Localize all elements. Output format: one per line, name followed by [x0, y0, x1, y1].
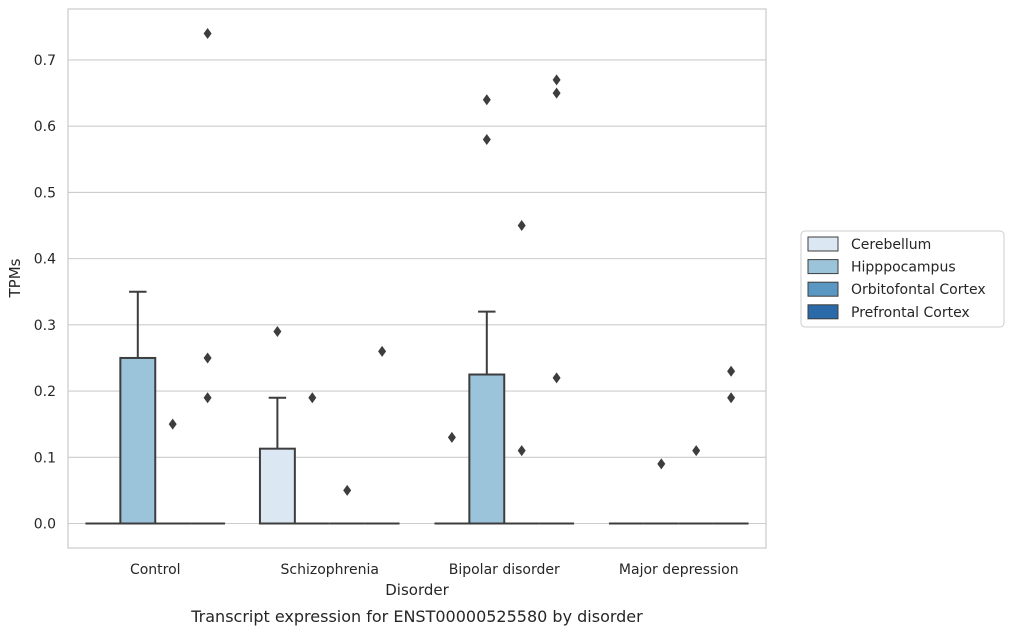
box-group	[258, 325, 296, 525]
y-tick-label: 0.4	[34, 252, 56, 268]
box-group	[434, 431, 470, 525]
boxes	[85, 28, 749, 525]
box-group	[713, 365, 749, 525]
box-group	[643, 458, 679, 525]
chart-caption: Transcript expression for ENST0000052558…	[190, 607, 643, 626]
x-axis-label: Disorder	[385, 581, 449, 599]
legend-swatch	[807, 236, 839, 252]
box-group	[155, 418, 191, 525]
y-axis-label: TPMs	[6, 258, 24, 298]
outlier-point	[517, 220, 526, 232]
outlier-point	[657, 458, 666, 470]
outlier-point	[343, 484, 352, 496]
box-group	[504, 220, 540, 525]
outlier-point	[692, 445, 701, 457]
x-tick-label: Bipolar disorder	[449, 562, 560, 578]
legend-label: Orbitofontal Cortex	[851, 282, 986, 298]
y-axis: 0.0 0.1 0.2 0.3 0.4 0.5 0.6 0.7	[34, 53, 56, 533]
box-group	[119, 290, 157, 525]
outlier-point	[482, 133, 491, 145]
plot-frame	[67, 8, 767, 549]
outlier-point	[552, 87, 561, 99]
outlier-point	[168, 418, 177, 430]
outlier-point	[517, 445, 526, 457]
y-tick-label: 0.7	[34, 53, 56, 69]
outlier-point	[203, 392, 212, 404]
x-axis: Control Schizophrenia Bipolar disorder Majo…	[130, 562, 739, 578]
outlier-point	[273, 325, 282, 337]
x-tick-label: Control	[130, 562, 181, 578]
outlier-point	[482, 94, 491, 106]
outlier-point	[552, 74, 561, 86]
legend-frame	[800, 230, 1005, 328]
outlier-point	[552, 372, 561, 384]
y-tick-label: 0.3	[34, 318, 56, 334]
outlier-point	[203, 28, 212, 39]
box	[119, 356, 157, 525]
box-group	[329, 484, 365, 525]
legend-label: Hipppocampus	[851, 260, 956, 276]
outlier-point	[308, 392, 317, 404]
box-group	[678, 445, 714, 525]
box-group	[468, 94, 506, 525]
x-tick-label: Schizophrenia	[281, 562, 379, 578]
legend-swatch	[807, 259, 839, 275]
legend-label: Cerebellum	[851, 237, 931, 253]
y-tick-label: 0.1	[34, 450, 56, 466]
y-tick-label: 0.5	[34, 185, 56, 201]
legend-swatch	[807, 304, 839, 320]
outlier-point	[727, 365, 736, 377]
y-tick-label: 0.2	[34, 384, 56, 400]
outlier-point	[378, 345, 387, 357]
legend: Cerebellum Hipppocampus Orbitofontal Corte…	[800, 230, 1005, 328]
legend-swatch	[807, 281, 839, 297]
box-group	[294, 392, 330, 525]
box-group	[364, 345, 400, 525]
y-tick-label: 0.0	[34, 517, 56, 533]
box-group	[539, 74, 575, 525]
box-group	[190, 28, 226, 525]
box	[258, 447, 296, 525]
x-tick-label: Major depression	[619, 562, 739, 578]
box	[468, 373, 506, 525]
y-tick-label: 0.6	[34, 119, 56, 135]
outlier-point	[447, 431, 456, 443]
outlier-point	[203, 352, 212, 364]
outlier-point	[727, 392, 736, 404]
legend-label: Prefrontal Cortex	[851, 305, 970, 321]
